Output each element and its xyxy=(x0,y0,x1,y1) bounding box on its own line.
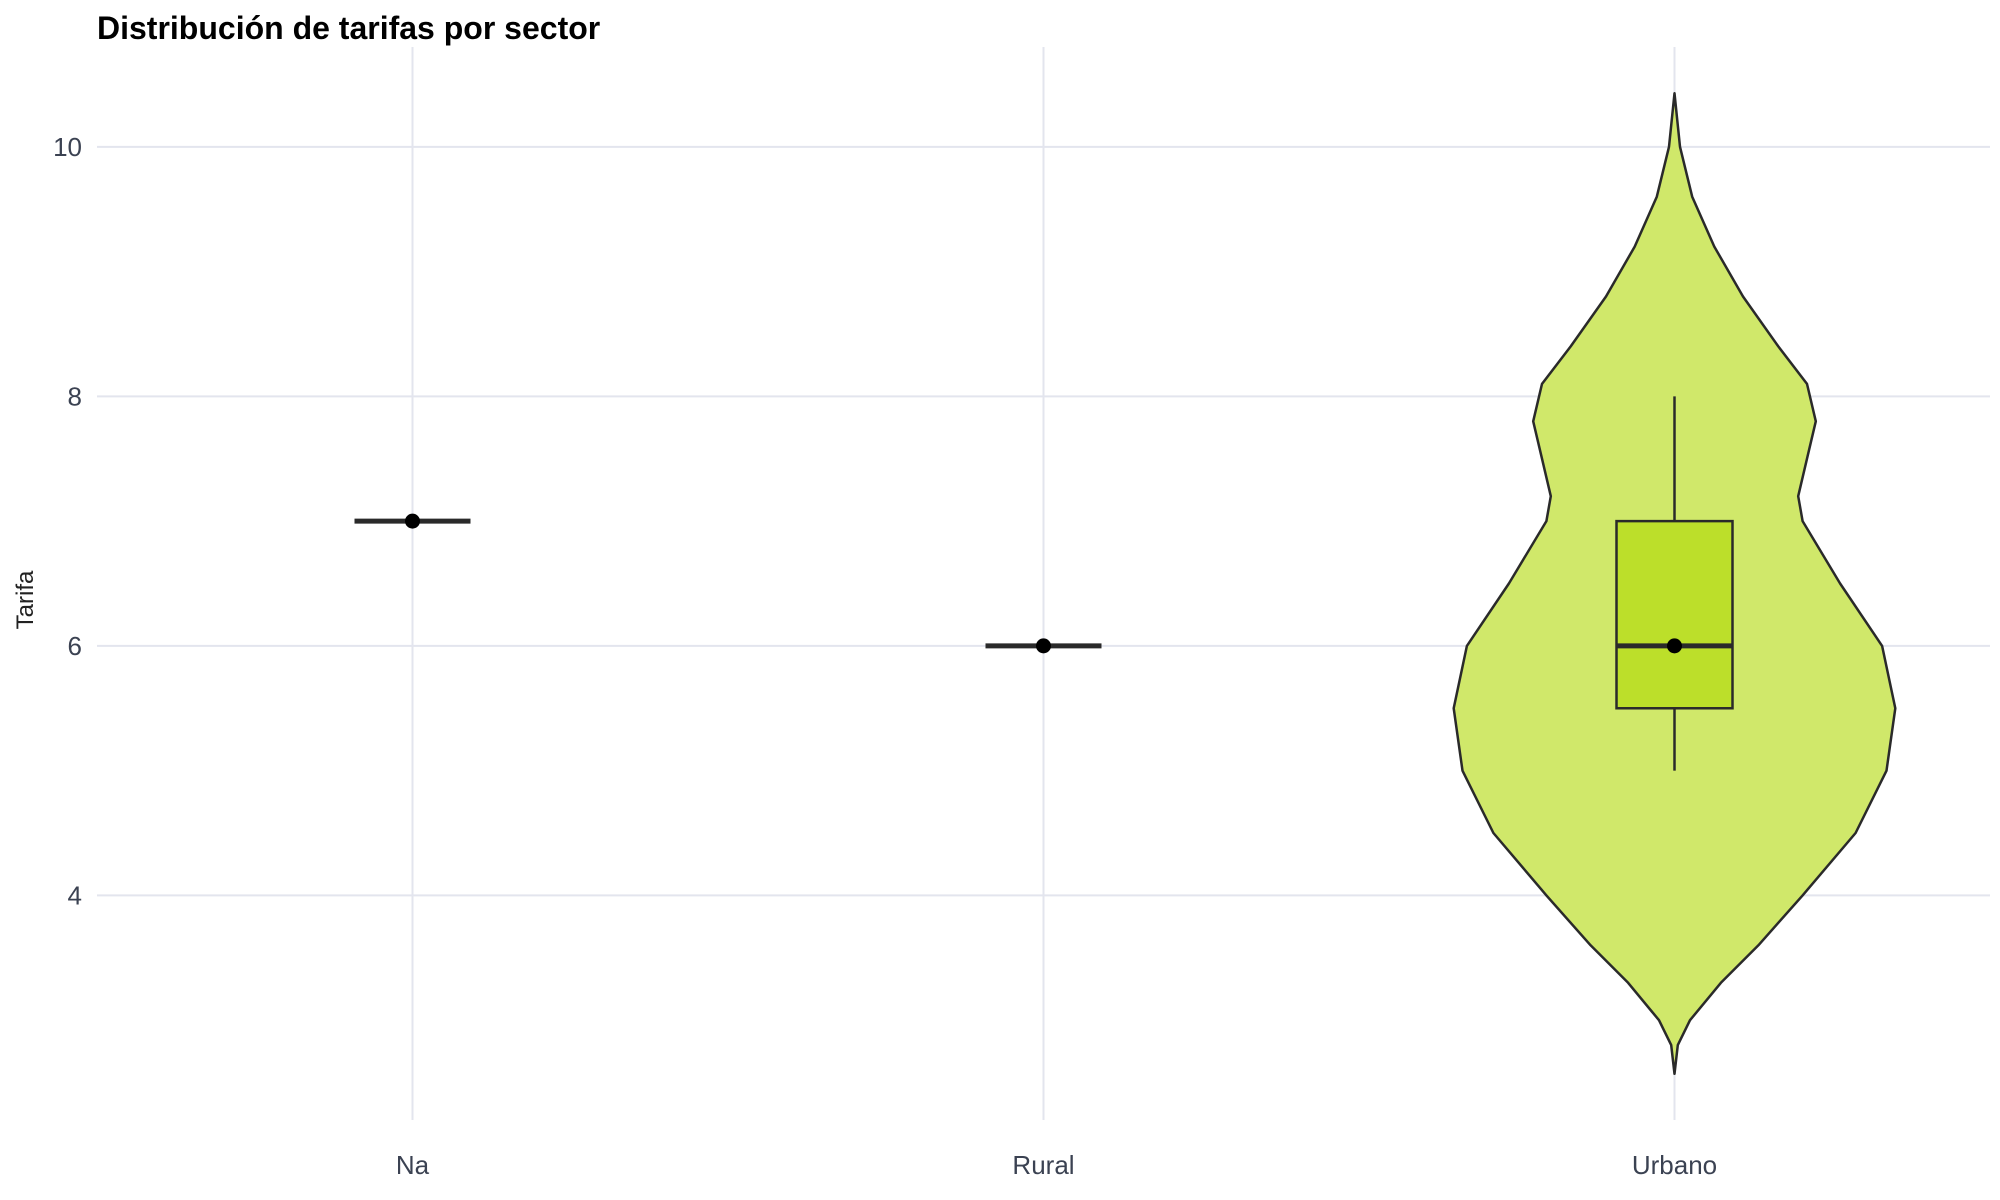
median-point-na xyxy=(405,513,420,529)
box-urbano xyxy=(1615,519,1734,710)
y-tick-label: 4 xyxy=(68,880,82,910)
median-point-urbano xyxy=(1667,638,1682,654)
y-tick-label: 8 xyxy=(68,381,82,411)
tick-layer: 4 6 8 10 Na Rural Urbano xyxy=(53,132,1717,1180)
y-tick-label: 10 xyxy=(53,132,82,162)
y-tick-label: 6 xyxy=(68,631,82,661)
x-tick-label: Rural xyxy=(1012,1150,1074,1180)
x-tick-label: Urbano xyxy=(1632,1150,1717,1180)
box-layer xyxy=(354,396,1734,771)
median-point-rural xyxy=(1036,638,1051,654)
x-tick-label: Na xyxy=(396,1150,430,1180)
chart-title: Distribución de tarifas por sector xyxy=(97,10,601,46)
